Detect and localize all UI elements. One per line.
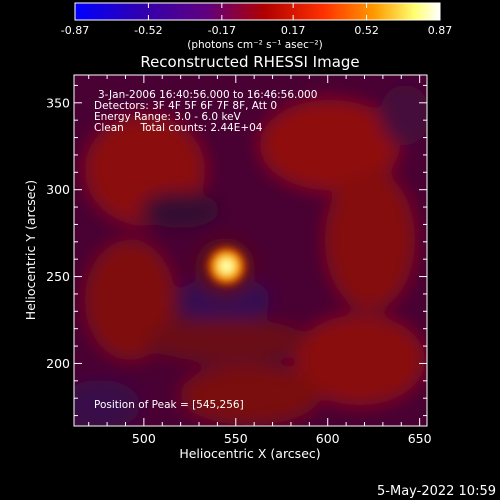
annotation-energy-range: Energy Range: 3.0 - 6.0 keV xyxy=(94,111,242,123)
colorbar-tick-label: 0.17 xyxy=(281,24,306,37)
colorbar-tick-label: 0.87 xyxy=(428,24,453,37)
x-tick-label: 650 xyxy=(408,431,432,446)
x-axis: 500 550 600 650 xyxy=(88,75,432,446)
x-tick-label: 550 xyxy=(224,431,248,446)
chart-title: Reconstructed RHESSI Image xyxy=(140,53,359,71)
y-tick-label: 250 xyxy=(46,269,70,284)
footer-timestamp: 5-May-2022 10:59 xyxy=(377,484,496,499)
annotation-time-range: 3-Jan-2006 16:40:56.000 to 16:46:56.000 xyxy=(98,89,317,101)
x-axis-label: Heliocentric X (arcsec) xyxy=(179,446,320,461)
peak-source xyxy=(204,244,249,289)
heatmap-image xyxy=(74,75,427,426)
colorbar-tick-label: -0.87 xyxy=(61,24,89,37)
y-tick-label: 350 xyxy=(46,95,70,110)
colorbar-tick-label: -0.17 xyxy=(208,24,236,37)
colorbar-ticks: -0.87 -0.52 -0.17 0.17 0.52 0.87 xyxy=(61,3,452,37)
y-axis-label: Heliocentric Y (arcsec) xyxy=(23,180,38,320)
y-axis: 200 250 300 350 xyxy=(46,84,427,417)
colorbar-tick-label: -0.52 xyxy=(134,24,162,37)
x-tick-label: 600 xyxy=(316,431,340,446)
colorbar-unit-label: (photons cm⁻² s⁻¹ asec⁻²) xyxy=(187,39,322,51)
annotations: 3-Jan-2006 16:40:56.000 to 16:46:56.000 … xyxy=(94,89,317,411)
annotation-detectors: Detectors: 3F 4F 5F 6F 7F 8F, Att 0 xyxy=(94,100,277,112)
plot-frame xyxy=(73,74,428,427)
colorbar xyxy=(74,2,441,21)
y-tick-label: 300 xyxy=(46,182,70,197)
annotation-clean-counts: Clean Total counts: 2.44E+04 xyxy=(94,122,263,134)
y-tick-label: 200 xyxy=(46,356,70,371)
colorbar-tick-label: 0.52 xyxy=(354,24,379,37)
annotation-peak-position: Position of Peak = [545,256] xyxy=(94,399,244,411)
x-tick-label: 500 xyxy=(132,431,156,446)
